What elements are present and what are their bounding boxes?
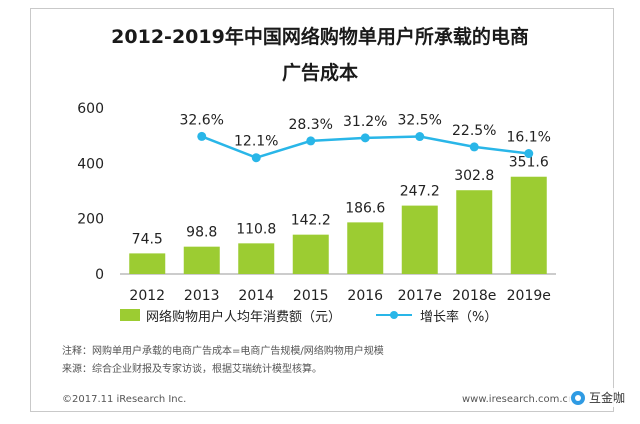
watermark-badge: 互金咖 [567,388,630,407]
y-tick-label-2: 400 [77,156,104,172]
growth-point-2016 [360,133,370,143]
growth-label-2016: 31.2% [343,114,387,130]
legend-line-label: 增长率（%） [420,309,498,325]
bar-value-label-2013: 98.8 [186,225,217,241]
bar-value-label-2017e: 247.2 [400,184,440,200]
growth-point-2017e [415,132,425,142]
bar-2019e [510,176,547,274]
x-tick-label-2012: 2012 [129,288,165,304]
legend-line-swatch [376,309,412,321]
bar-value-label-2014: 110.8 [236,221,276,237]
legend-line: 增长率（%） [376,305,497,325]
x-tick-label-2017e: 2017e [398,288,442,304]
growth-point-2018e [469,142,479,152]
website-link[interactable]: www.iresearch.com.cn [462,394,575,405]
growth-point-2014 [251,153,261,163]
y-tick-label-1: 200 [77,212,104,228]
bar-2012 [129,253,166,274]
growth-label-2018e: 22.5% [452,123,496,139]
wechat-logo-icon [571,390,585,405]
bar-2017e [401,205,438,274]
growth-label-2015: 28.3% [289,117,333,133]
x-tick-label-2016: 2016 [347,288,383,304]
y-tick-label-3: 600 [77,101,104,117]
bar-value-label-2018e: 302.8 [454,168,494,184]
growth-label-2014: 12.1% [234,134,278,150]
bar-2015 [292,234,329,274]
legend-bar-label: 网络购物用户人均年消费额（元） [146,309,342,325]
chart-title-line1: 2012-2019年中国网络购物单用户所承载的电商 [111,26,529,48]
watermark-text: 互金咖 [589,391,626,405]
chart-note: 注释：网购单用户承载的电商广告成本=电商广告规模/网络购物用户规模 [62,346,384,357]
growth-point-2013 [197,131,207,141]
legend-bar: 网络购物用户人均年消费额（元） [120,305,341,325]
bar-2013 [183,246,220,274]
x-tick-label-2013: 2013 [184,288,220,304]
legend-bar-swatch [120,309,140,321]
y-tick-label-0: 0 [95,267,104,283]
bar-2016 [347,222,384,274]
growth-label-2019e: 16.1% [507,130,551,146]
growth-label-2017e: 32.5% [398,113,442,129]
bar-value-label-2019e: 351.6 [509,155,549,171]
bar-value-label-2016: 186.6 [345,200,385,216]
growth-point-2019e [524,149,534,159]
chart-title-line2: 广告成本 [281,62,358,84]
bar-value-label-2012: 74.5 [132,231,163,247]
copyright: ©2017.11 iResearch Inc. [62,394,187,405]
bar-value-label-2015: 142.2 [291,213,331,229]
growth-label-2013: 32.6% [180,112,224,128]
bar-2014 [238,243,275,274]
x-tick-label-2015: 2015 [293,288,329,304]
chart-source: 来源：综合企业财报及专家访谈，根据艾瑞统计模型核算。 [62,364,322,375]
x-tick-label-2014: 2014 [238,288,274,304]
x-tick-label-2018e: 2018e [452,288,496,304]
bar-2018e [456,190,493,274]
x-tick-label-2019e: 2019e [507,288,551,304]
growth-point-2015 [306,136,316,146]
